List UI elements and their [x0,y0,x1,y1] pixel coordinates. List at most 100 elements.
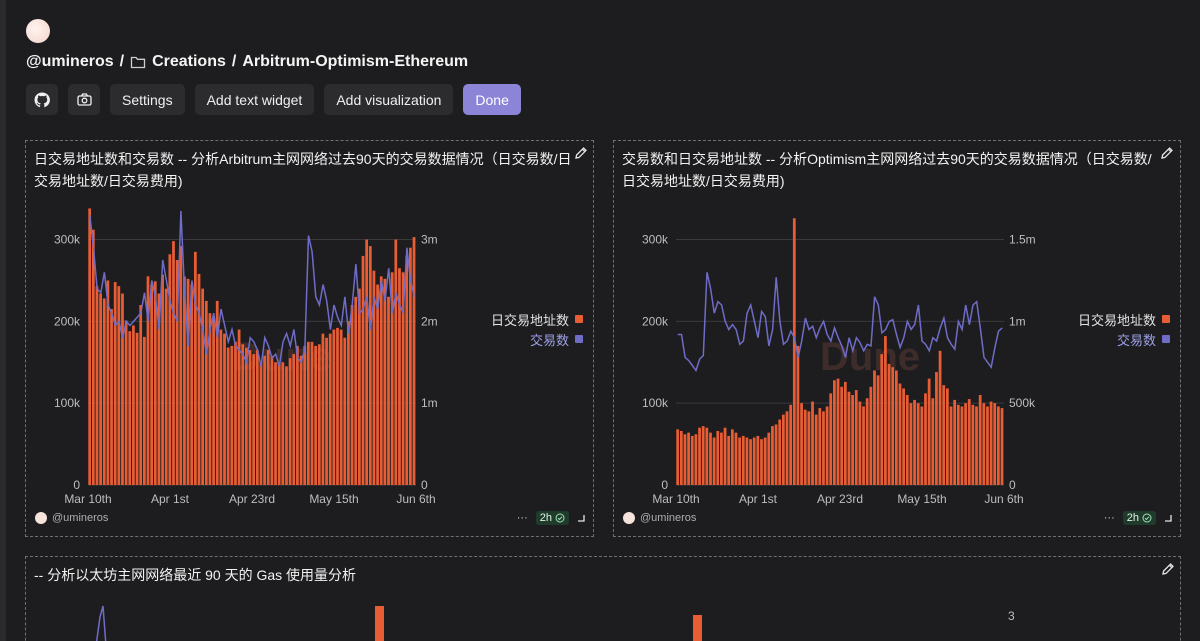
bar [387,296,390,485]
bar [693,615,702,641]
bar [372,270,376,485]
github-icon [34,91,50,107]
refresh-age: 2h [1126,512,1139,524]
bar [913,399,916,485]
refresh-badge[interactable]: 2h [1122,511,1156,525]
bar [723,427,727,485]
bar [909,403,913,485]
bar [172,241,175,485]
owner-avatar[interactable] [26,19,50,43]
bar [354,296,358,485]
bar [956,404,960,485]
chart-ethereum-gas-preview: 3 [95,605,1015,641]
bar [982,403,986,485]
resize-handle-icon[interactable] [577,514,585,522]
panel-author[interactable]: @umineros [623,512,696,524]
bar [204,300,208,485]
refresh-age: 2h [539,512,552,524]
y-right-tick-label: 0 [1009,478,1016,492]
bar [789,404,793,485]
pencil-icon[interactable] [1161,562,1175,576]
chart-legend: 日交易地址数 交易数 [1078,309,1170,349]
y-left-tick-label: 300k [642,233,669,247]
author-avatar [35,512,47,524]
breadcrumb-owner[interactable]: @umineros [26,53,114,70]
bar [146,276,150,485]
github-button[interactable] [26,84,58,115]
add-text-widget-button[interactable]: Add text widget [194,84,315,115]
panel-author[interactable]: @umineros [35,512,108,524]
bar [124,320,128,485]
pencil-icon[interactable] [1160,146,1174,160]
bar [212,317,215,485]
legend-item-line[interactable]: 交易数 [1078,329,1170,349]
legend-label: 日交易地址数 [490,312,569,328]
bar [208,313,212,485]
bar [741,435,745,485]
settings-button[interactable]: Settings [110,84,185,115]
bar [266,350,270,485]
bar [310,341,314,485]
resize-handle-icon[interactable] [1164,514,1172,522]
breadcrumb-separator: / [119,53,125,70]
bar [245,347,248,485]
bar [694,434,698,485]
bar [394,239,398,485]
chart-optimism: Dune 0 100k 200k 300k 0 500k 1m 1.5m Mar 10th Apr … [642,218,1036,506]
bar [916,403,920,485]
bar [781,414,785,485]
legend-item-bar[interactable]: 日交易地址数 [1078,309,1170,329]
screenshot-button[interactable] [68,84,100,115]
bar [234,341,237,485]
done-button[interactable]: Done [463,84,521,115]
visualization-panel-arbitrum: 日交易地址数和交易数 -- 分析Arbitrum主网网络过去90天的交易数据情况… [25,140,594,537]
legend-item-line[interactable]: 交易数 [491,329,583,349]
add-visualization-button[interactable]: Add visualization [324,84,454,115]
refresh-badge[interactable]: 2h [535,511,569,525]
bar [347,321,350,485]
bar [412,237,416,485]
bar [361,255,365,485]
panel-footer-actions: ··· 2h [1104,511,1172,525]
more-options-icon[interactable]: ··· [516,512,528,524]
bar [727,435,731,485]
y-right-tick-label: 1.5m [1009,233,1036,247]
x-tick-label: May 15th [309,492,358,506]
pencil-icon[interactable] [574,146,588,160]
bar [854,390,858,485]
more-options-icon[interactable]: ··· [1103,512,1115,524]
y-left-tick-label: 100k [642,396,669,410]
panel-title-line: 日交易地址数/日交易费用) [622,173,785,189]
bar [186,278,190,485]
bar [237,329,241,485]
x-tick-label: Jun 6th [396,492,435,506]
bar [771,426,774,485]
bar [255,350,259,485]
bar [383,278,387,485]
bar [873,370,876,485]
legend-item-bar[interactable]: 日交易地址数 [491,309,583,329]
bar [398,268,401,485]
y-right-tick-label: 500k [1009,396,1036,410]
y-right-tick-label: 1m [1009,314,1026,328]
folder-icon [130,56,146,69]
breadcrumb-folder[interactable]: Creations [152,53,226,70]
bar [248,350,252,485]
bar [920,406,924,485]
bar [967,399,971,485]
bar [774,424,778,485]
x-tick-label: Mar 10th [652,492,699,506]
bar [829,393,833,485]
panel-title: -- 分析以太坊主网网络最近 90 天的 Gas 使用量分析 [34,564,356,586]
bar [778,419,782,485]
bar [277,363,281,485]
bar [230,345,234,485]
bar [949,406,953,485]
y-right-tick-label: 2m [421,314,438,328]
bar [811,401,814,485]
legend-swatch [575,315,583,323]
bar [716,431,720,485]
bar [219,329,223,485]
panel-title: 交易数和日交易地址数 -- 分析Optimism主网网络过去90天的交易数据情况… [622,148,1152,192]
bar [865,398,869,485]
